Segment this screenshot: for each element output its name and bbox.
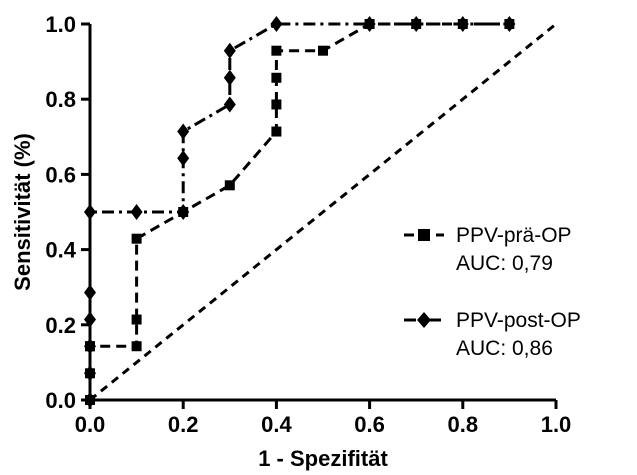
legend-auc-ppv-post-op: AUC: 0,86 (456, 337, 553, 360)
axes-layer (88, 24, 556, 402)
data-point (363, 16, 376, 32)
x-axis-label: 1 - Spezifität (258, 446, 388, 471)
y-tick-label: 0.0 (45, 388, 76, 413)
series-ppv-pre-op (85, 19, 515, 405)
data-point (503, 16, 516, 32)
y-tick-label: 0.4 (45, 238, 76, 263)
data-point (177, 204, 190, 220)
data-point (271, 99, 282, 110)
series-layer (84, 16, 516, 408)
data-point (131, 233, 142, 244)
data-point (270, 16, 283, 32)
x-tick-label: 0.6 (354, 412, 385, 437)
y-axis-label: Sensitivität (%) (10, 133, 35, 291)
legend: PPV-prä-OP AUC: 0,79 PPV-post-OP AUC: 0,… (404, 224, 581, 360)
data-point (456, 16, 469, 32)
data-point (271, 72, 282, 83)
legend-label-ppv-post-op: PPV-post-OP (456, 309, 581, 332)
data-point (130, 204, 143, 220)
legend-label-ppv-pre-op: PPV-prä-OP (456, 224, 572, 247)
data-point (223, 69, 236, 86)
reference-layer (89, 22, 557, 402)
data-point (271, 45, 282, 56)
legend-marker-ppv-pre-op (418, 229, 430, 241)
x-tick-label: 0.2 (168, 412, 199, 437)
series-line (88, 22, 510, 400)
legend-entry-ppv-pre-op: PPV-prä-OP AUC: 0,79 (404, 224, 572, 275)
legend-marker-ppv-post-op (417, 312, 431, 328)
x-tick-label: 1.0 (541, 412, 572, 437)
y-tick-label: 1.0 (45, 12, 76, 37)
data-point (318, 45, 328, 56)
x-tick-label: 0.8 (448, 412, 479, 437)
data-point (223, 42, 236, 59)
data-point (410, 16, 423, 32)
data-point (177, 123, 190, 140)
y-tick-label: 0.6 (45, 162, 76, 187)
series-ppv-post-op (84, 16, 516, 408)
data-point (177, 150, 190, 167)
legend-entry-ppv-post-op: PPV-post-OP AUC: 0,86 (404, 309, 581, 360)
data-point (223, 96, 236, 113)
x-tick-label: 0.4 (261, 412, 292, 437)
ticks-layer: 0.0 0.2 0.4 0.6 0.8 1.0 0.0 0.2 0.4 0.6 0.8 1.0 (45, 12, 571, 437)
reference-diagonal-line (89, 22, 557, 402)
data-point (131, 314, 142, 325)
y-tick-label: 0.8 (45, 87, 76, 112)
legend-auc-ppv-pre-op: AUC: 0,79 (456, 252, 553, 275)
data-point (271, 126, 282, 137)
y-tick-label: 0.2 (45, 313, 76, 338)
data-point (224, 180, 235, 191)
x-tick-label: 0.0 (75, 412, 106, 437)
data-point (131, 341, 142, 352)
